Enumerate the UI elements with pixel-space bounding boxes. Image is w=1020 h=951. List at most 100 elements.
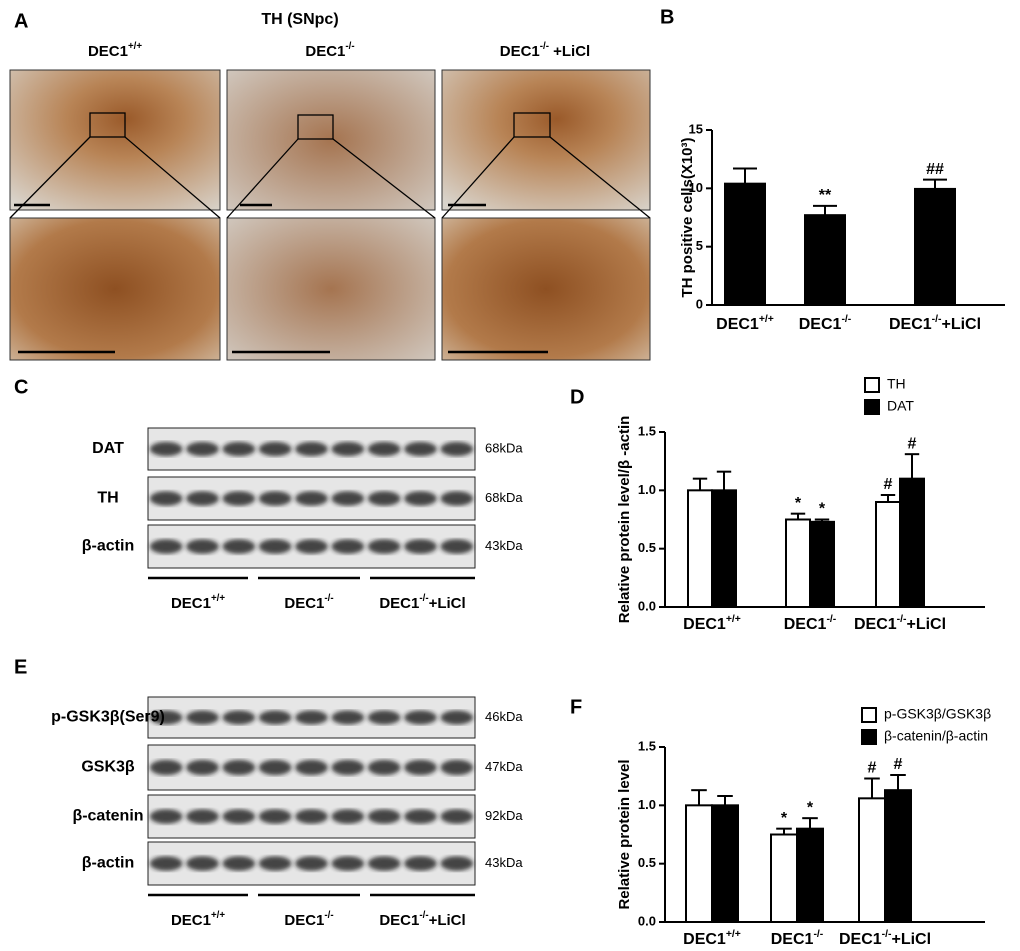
micrograph-zoom bbox=[9, 217, 221, 361]
blot-band bbox=[149, 759, 183, 776]
blot-row-label: p-GSK3β(Ser9) bbox=[51, 709, 165, 726]
group-label: DEC1-/-+LiCl bbox=[379, 593, 465, 612]
blot-band bbox=[367, 441, 401, 457]
blot-size: 46kDa bbox=[485, 709, 523, 724]
micrograph bbox=[441, 69, 651, 211]
blot-band bbox=[367, 809, 401, 824]
y-tick-label: 0.0 bbox=[638, 913, 656, 928]
legend-swatch bbox=[861, 729, 877, 745]
bar bbox=[785, 518, 811, 608]
panel-letter: E bbox=[14, 656, 27, 678]
y-tick-label: 0.5 bbox=[638, 540, 656, 555]
blot-band bbox=[440, 856, 474, 871]
annotation: * bbox=[781, 810, 788, 827]
blot-row-label: TH bbox=[97, 490, 118, 507]
blot-band bbox=[222, 539, 256, 554]
blot-band bbox=[295, 441, 328, 457]
legend-swatch bbox=[861, 707, 877, 723]
blot-band bbox=[367, 856, 401, 871]
blot-band bbox=[440, 710, 474, 725]
blot-band bbox=[186, 539, 219, 554]
panel-letter: D bbox=[570, 386, 584, 408]
blot-band bbox=[367, 539, 401, 554]
annotation: ** bbox=[819, 187, 832, 204]
blot-band bbox=[258, 710, 292, 725]
y-tick-label: 1.0 bbox=[638, 797, 656, 812]
legend-label: β-catenin/β-actin bbox=[884, 728, 988, 744]
blot-size: 68kDa bbox=[485, 440, 523, 455]
blot-band bbox=[295, 856, 328, 871]
blot-size: 43kDa bbox=[485, 538, 523, 553]
bar bbox=[687, 489, 713, 609]
y-tick-label: 0.0 bbox=[638, 598, 656, 613]
bar bbox=[804, 214, 846, 307]
annotation: * bbox=[807, 799, 814, 816]
blot-band bbox=[440, 759, 474, 776]
blot-band bbox=[404, 759, 437, 776]
blot-band bbox=[367, 491, 401, 506]
x-tick-label: DEC1+/+ bbox=[716, 314, 774, 333]
y-tick-label: 0.5 bbox=[638, 855, 656, 870]
blot-band bbox=[404, 539, 437, 554]
bar bbox=[796, 827, 824, 924]
blot-band bbox=[295, 710, 328, 725]
blot-band bbox=[404, 856, 437, 871]
blot-band bbox=[149, 856, 183, 871]
x-tick-label: DEC1-/-+LiCl bbox=[839, 929, 931, 948]
blot-band bbox=[258, 491, 292, 506]
blot-band bbox=[331, 710, 365, 725]
annotation: # bbox=[908, 435, 917, 452]
annotation: ## bbox=[926, 161, 944, 178]
panel-letter: F bbox=[570, 696, 582, 718]
column-label: DEC1-/- +LiCl bbox=[500, 41, 590, 60]
blot-band bbox=[186, 759, 219, 776]
panel-title: TH (SNpc) bbox=[261, 11, 338, 28]
legend-label: TH bbox=[887, 376, 906, 392]
micrograph bbox=[226, 69, 436, 211]
blot-band bbox=[404, 491, 437, 506]
blot-band bbox=[186, 441, 219, 457]
blot-band bbox=[331, 491, 365, 506]
blot-band bbox=[258, 759, 292, 776]
bar bbox=[884, 789, 912, 924]
blot-band bbox=[222, 809, 256, 824]
y-tick-label: 0 bbox=[696, 296, 703, 311]
bar bbox=[685, 804, 713, 923]
group-label: DEC1-/- bbox=[284, 910, 333, 929]
blot-band bbox=[222, 856, 256, 871]
group-label: DEC1+/+ bbox=[171, 910, 225, 929]
blot-band bbox=[258, 856, 292, 871]
y-tick-label: 1.0 bbox=[638, 482, 656, 497]
blot-band bbox=[404, 710, 437, 725]
blot-band bbox=[222, 759, 256, 776]
chart: 0.0 0.5 1.0 1.5 Relative protein level DEC1+/… bbox=[616, 706, 991, 949]
annotation: # bbox=[868, 760, 877, 777]
y-tick-label: 5 bbox=[696, 238, 703, 253]
y-tick-label: 1.5 bbox=[638, 738, 656, 753]
x-tick-label: DEC1-/-+LiCl bbox=[889, 314, 981, 333]
blot-band bbox=[404, 809, 437, 824]
x-tick-label: DEC1-/- bbox=[799, 314, 852, 333]
bar bbox=[899, 477, 925, 608]
micrograph-zoom bbox=[226, 217, 436, 361]
blot-row-label: β-catenin bbox=[72, 808, 143, 825]
blot-band bbox=[440, 539, 474, 554]
panel-letter: A bbox=[14, 10, 28, 32]
blot-band bbox=[186, 809, 219, 824]
x-tick-label: DEC1+/+ bbox=[683, 929, 741, 948]
y-tick-label: 1.5 bbox=[638, 423, 656, 438]
blot-band bbox=[222, 441, 256, 457]
blot-band bbox=[149, 441, 183, 457]
legend-label: p-GSK3β/GSK3β bbox=[884, 706, 991, 722]
blot-band bbox=[295, 539, 328, 554]
bar bbox=[914, 187, 956, 307]
bar bbox=[711, 804, 739, 923]
blot-band bbox=[440, 441, 474, 457]
x-tick-label: DEC1-/-+LiCl bbox=[854, 614, 946, 633]
blot-band bbox=[149, 491, 183, 506]
blot-row-label: GSK3β bbox=[81, 759, 135, 776]
blot-band bbox=[186, 491, 219, 506]
blot-band bbox=[331, 759, 365, 776]
